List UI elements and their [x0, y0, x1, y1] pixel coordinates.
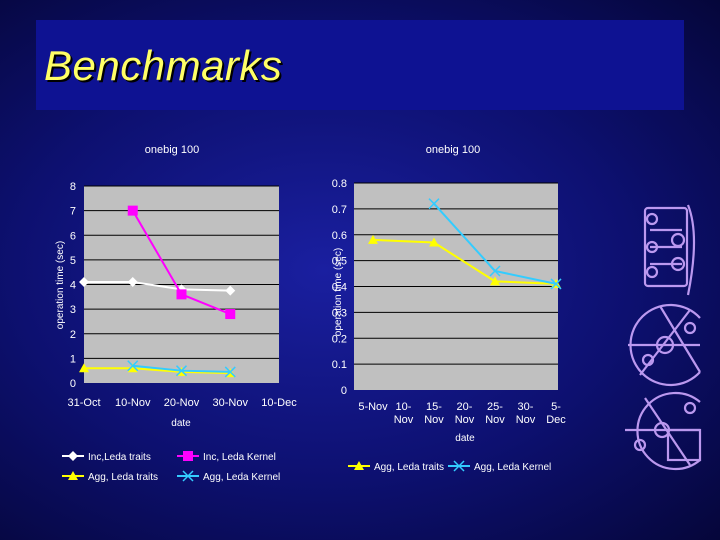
- x-tick-label: 10-Nov: [115, 397, 151, 409]
- legend-marker-stroke-b: [182, 470, 194, 482]
- x-tick-label: 10-Dec: [261, 397, 297, 409]
- y-axis-title: operation time (sec): [55, 241, 66, 329]
- y-tick-label: 0.5: [332, 256, 347, 268]
- y-tick-label: 0.2: [332, 333, 347, 345]
- series-3: [127, 360, 236, 378]
- legend-marker: [354, 461, 364, 470]
- y-tick-label: 0.4: [332, 282, 347, 294]
- x-tick-label: 31-Oct: [67, 397, 100, 409]
- y-axis-title: operation time (sec): [333, 248, 344, 336]
- legend-item: Agg, Leda Kernel: [177, 470, 280, 483]
- legend-marker: [182, 470, 194, 482]
- y-tick-label: 4: [70, 280, 76, 292]
- y-tick-label: 0.7: [332, 204, 347, 216]
- data-point: [127, 277, 138, 288]
- chart-title: onebig 100: [426, 144, 480, 156]
- y-tick-label: 0: [341, 385, 347, 397]
- data-point: [550, 278, 562, 290]
- data-point: [79, 277, 89, 288]
- data-point-stroke-b: [428, 198, 440, 210]
- data-point-stroke-b: [175, 365, 188, 377]
- data-point: [175, 365, 188, 377]
- y-tick-label: 7: [70, 206, 76, 218]
- title-band: [36, 20, 684, 110]
- legend-item: Agg, Leda traits: [348, 461, 444, 473]
- data-point: [127, 363, 138, 373]
- data-point: [79, 363, 89, 373]
- data-point-stroke-b: [550, 278, 562, 290]
- legend: Agg, Leda traits Agg, Leda Kernel: [348, 460, 551, 473]
- x-tick-label: 5-Dec: [546, 401, 566, 426]
- y-tick-label: 8: [70, 181, 76, 193]
- legend-label: Inc, Leda Kernel: [203, 452, 276, 463]
- series-line: [84, 281, 231, 292]
- chart-inc-agg-leda: 0 1 2 3 4 5 6 7 8 31-Oct 10-Nov 20-Nov 30-Nov 10-Dec o…: [55, 144, 297, 483]
- slide-title: Benchmarks: [44, 42, 283, 89]
- legend-label: Agg, Leda traits: [374, 462, 444, 473]
- y-tick-label: 0.1: [332, 359, 347, 371]
- x-tick-label: 15-Nov: [424, 401, 444, 426]
- y-tick-label: 6: [70, 230, 76, 242]
- chart-title: onebig 100: [145, 144, 199, 156]
- data-point-stroke-b: [127, 360, 139, 372]
- legend-item: Agg, Leda Kernel: [448, 460, 551, 473]
- legend-item: Inc,Leda traits: [62, 451, 151, 463]
- x-tick-label: 20-Nov: [455, 401, 475, 426]
- legend-marker: [68, 471, 78, 480]
- data-point: [428, 198, 440, 210]
- data-point: [225, 285, 236, 296]
- y-tick-label: 2: [70, 329, 76, 341]
- data-point: [224, 366, 236, 378]
- legend-marker: [453, 460, 465, 472]
- y-tick-label: 0: [70, 378, 76, 390]
- legend-label: Inc,Leda traits: [88, 452, 151, 463]
- data-point-stroke-b: [489, 265, 501, 277]
- series-line: [372, 238, 557, 285]
- data-point: [490, 276, 500, 286]
- x-tick-label: 10-Nov: [394, 401, 414, 426]
- x-tick-label: 30-Nov: [516, 401, 536, 426]
- legend-marker: [183, 451, 193, 461]
- y-tick-label: 0.3: [332, 307, 347, 319]
- legend-marker-stroke-b: [453, 460, 465, 472]
- y-tick-label: 0.8: [332, 178, 347, 190]
- y-tick-label: 3: [70, 304, 76, 316]
- data-point: [225, 309, 236, 320]
- series-1: [127, 205, 236, 320]
- data-point: [176, 289, 187, 300]
- legend: Inc,Leda traits Inc, Leda Kernel Agg, Leda…: [62, 451, 280, 483]
- x-tick-label: 25-Nov: [485, 401, 505, 426]
- series-1: [428, 198, 562, 290]
- data-point: [127, 360, 139, 372]
- legend-label: Agg, Leda Kernel: [474, 462, 551, 473]
- data-point: [489, 265, 501, 277]
- legend-item: Inc, Leda Kernel: [177, 451, 276, 463]
- chart-agg-leda: 0 0.1 0.2 0.3 0.4 0.5 0.6 0.7 0.8 5-Nov 10-Nov 15-N…: [332, 144, 567, 473]
- legend-item: Agg, Leda traits: [62, 471, 158, 483]
- data-point-stroke-b: [224, 366, 236, 378]
- data-point: [127, 205, 138, 216]
- legend-marker: [68, 451, 78, 461]
- series-line: [84, 367, 231, 375]
- legend-label: Agg, Leda traits: [88, 472, 158, 483]
- x-tick-label: 20-Nov: [164, 397, 200, 409]
- y-tick-label: 1: [70, 353, 76, 365]
- x-axis-title: date: [455, 433, 475, 444]
- x-tick-label: 5-Nov: [358, 401, 388, 413]
- data-point: [368, 234, 378, 244]
- data-point: [429, 237, 439, 247]
- cgal-logo-icon: [625, 204, 702, 471]
- y-tick-label: 5: [70, 255, 76, 267]
- legend-label: Agg, Leda Kernel: [203, 472, 280, 483]
- y-tick-label: 0.6: [332, 230, 347, 242]
- x-tick-label: 30-Nov: [213, 397, 249, 409]
- x-axis-title: date: [171, 418, 191, 429]
